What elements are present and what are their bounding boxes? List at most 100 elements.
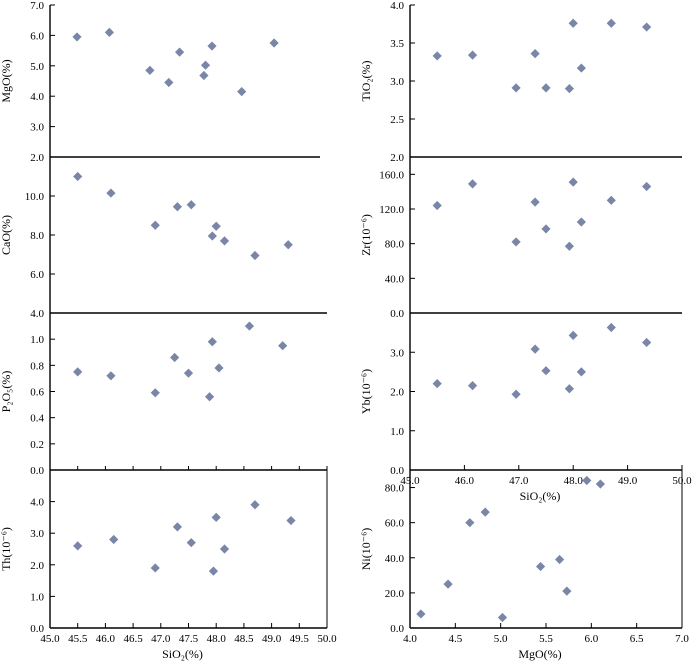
y-tick-label: 10.0 [25,191,45,203]
data-point [145,65,155,75]
x-tick-label: 49.0 [618,475,638,487]
y-tick-label: 80.0 [385,483,405,495]
data-point [73,171,83,182]
panel-th-sio2: 0.0 1.0 2.0 3.0 4.0 45.0 45.5 46.0 46.5 47.0 47.5 4… [0,470,337,661]
data-point [432,51,442,61]
data-point [416,609,426,619]
x-tick-label: 46.5 [123,633,143,645]
x-tick-label: 5.0 [494,633,508,645]
y-tick-label: 4.0 [30,497,44,509]
data-point [207,231,217,241]
data-point [564,241,574,251]
data-point [467,179,478,189]
y-tick-label: 4.0 [30,308,44,320]
y-axis-title: TiO₂(%) [359,60,373,101]
y-axis-title: Th(10⁻⁶) [0,527,13,571]
data-point [207,41,217,51]
y-tick-label: 1.0 [30,334,44,346]
data-point [480,507,490,517]
data-point [642,181,652,192]
y-tick-label: 0.0 [390,308,404,320]
y-tick-label: 160.0 [379,169,404,181]
data-point [214,363,224,373]
data-point [250,250,260,261]
y-tick-label: 2.0 [390,152,404,164]
y-tick-label: 0.0 [30,465,44,477]
y-tick-label: 20.0 [385,588,405,600]
y-tick-label: 0.2 [30,439,44,451]
x-axis-title: MgO(%) [518,647,561,661]
data-point [269,38,279,48]
data-point [106,371,116,381]
x-tick-label: 6.5 [630,633,644,645]
data-point [150,563,160,573]
y-axis-title: P₂O₅(%) [0,371,13,413]
data-point [443,579,453,589]
panel-tio2-sio2: 2.0 2.5 3.0 3.5 4.0 TiO₂(%) [359,0,682,164]
data-point [467,381,478,391]
data-point [172,522,183,532]
data-point [530,197,540,207]
y-tick-label: 0.4 [30,413,44,425]
data-point [530,344,540,354]
data-point [511,389,521,399]
x-tick-label: 49.0 [262,633,282,645]
x-tick-label: 46.0 [455,475,475,487]
data-point [568,330,578,340]
y-tick-label: 40.0 [385,553,405,565]
x-tick-label: 4.0 [403,633,417,645]
data-point [237,87,247,97]
y-axis-title: MgO(%) [0,59,13,102]
y-tick-label: 2.5 [390,114,404,126]
data-point [564,84,574,94]
x-tick-label: 47.0 [509,475,529,487]
data-point [219,544,230,554]
data-point [150,220,160,230]
data-point [175,47,185,57]
data-point [541,366,551,376]
data-point [642,22,652,32]
panel-zr-sio2: 0.0 40.0 80.0 120.0 160.0 Zr(10⁻⁶) [359,157,682,320]
x-tick-label: 7.0 [675,633,689,645]
data-point [432,200,442,211]
y-tick-label: 2.0 [30,560,44,572]
data-point [211,512,221,522]
data-point [568,177,578,187]
y-tick-label: 60.0 [385,518,405,530]
y-tick-label: 120.0 [379,204,404,216]
data-point [576,217,586,227]
data-point [562,586,572,596]
data-point [208,566,219,576]
x-tick-label: 48.0 [564,475,584,487]
data-point [541,83,551,93]
data-point [432,379,442,389]
data-point [511,83,521,93]
data-point [204,392,215,402]
data-point [606,18,616,28]
data-point [467,50,478,60]
y-tick-label: 3.0 [30,528,44,540]
x-axis-title: SiO₂(%) [162,647,203,661]
data-point [564,384,574,394]
y-tick-label: 3.0 [390,347,404,359]
data-point [606,322,616,333]
data-point [511,237,521,247]
x-tick-label: 6.0 [584,633,598,645]
data-point [582,475,592,486]
data-point [286,515,296,526]
data-point [606,195,616,205]
data-point [109,534,119,545]
y-tick-label: 8.0 [30,230,44,242]
x-tick-label: 46.0 [96,633,116,645]
data-point [172,202,183,212]
data-point [555,554,565,565]
data-point [186,200,196,210]
data-point [73,541,83,551]
y-axis-title: Zr(10⁻⁶) [359,214,373,256]
data-point [150,388,160,398]
data-point [530,49,540,59]
data-point [207,337,217,347]
data-point [183,368,194,378]
data-point [104,27,114,37]
y-tick-label: 80.0 [385,239,405,251]
